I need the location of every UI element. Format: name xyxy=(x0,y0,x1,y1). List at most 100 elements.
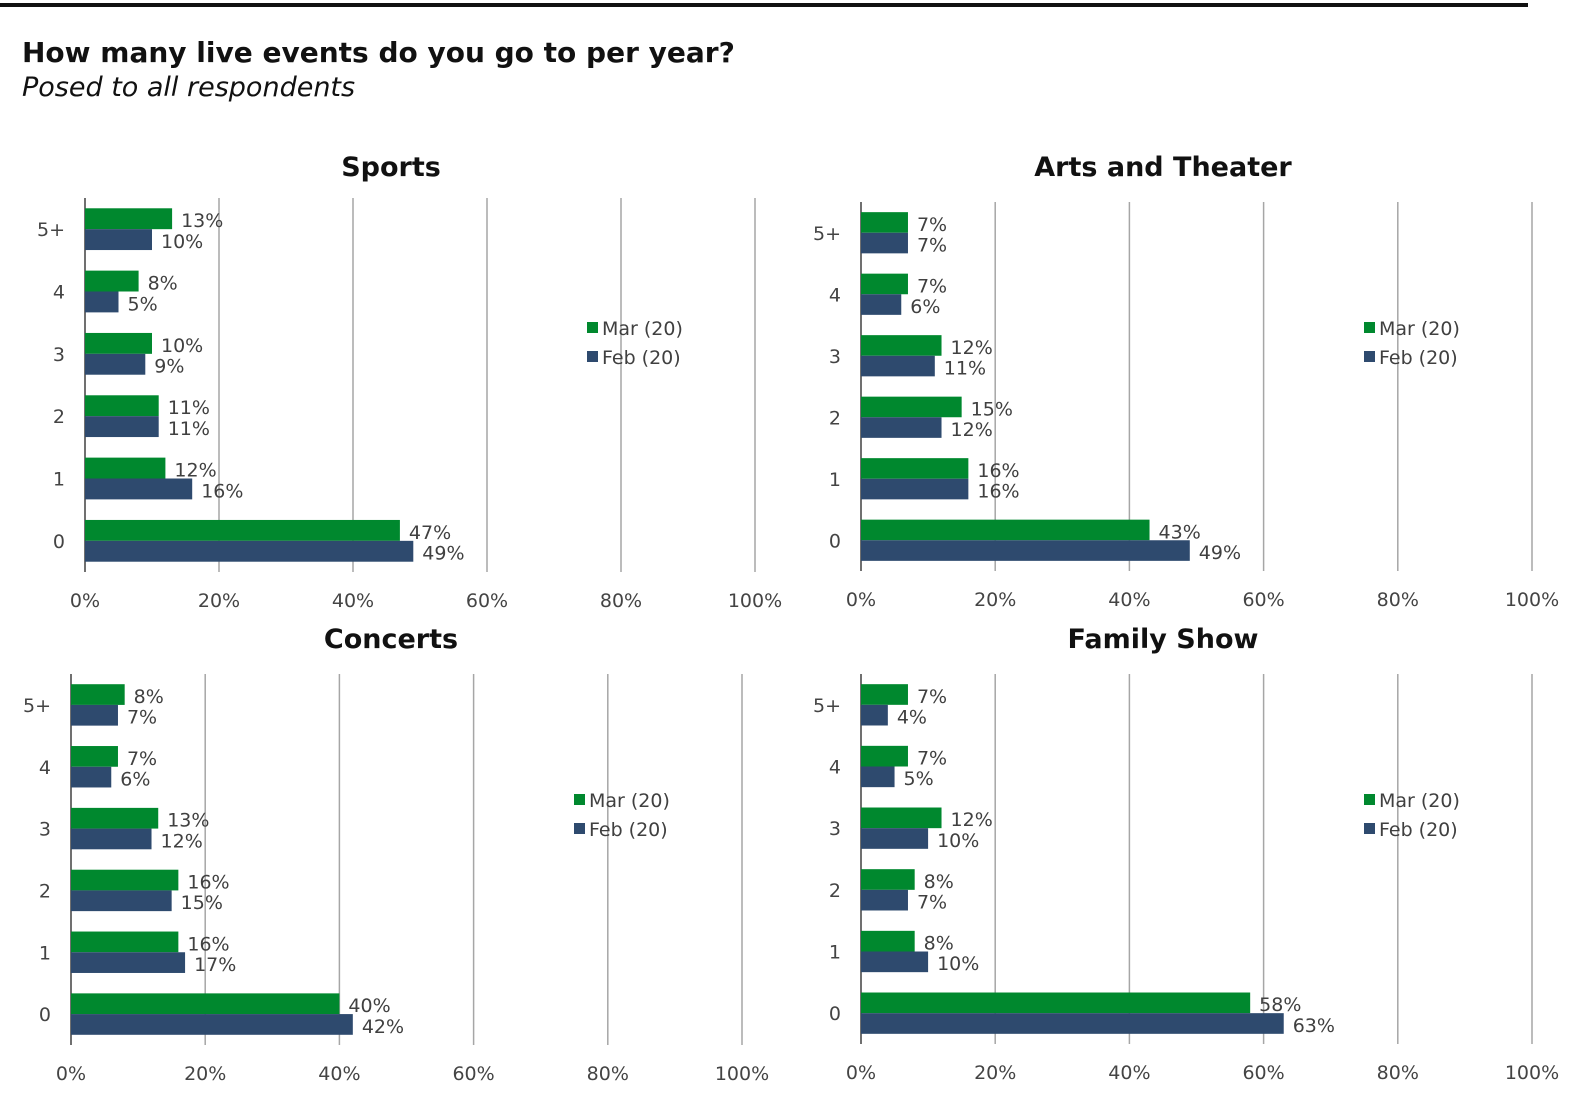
legend-swatch xyxy=(574,823,585,834)
x-tick-label: 100% xyxy=(728,590,782,612)
data-label: 15% xyxy=(181,892,223,914)
x-tick-label: 60% xyxy=(452,1063,494,1085)
x-tick-label: 100% xyxy=(1505,589,1559,611)
data-label: 13% xyxy=(167,810,209,832)
bar-mar-20-5 xyxy=(71,684,125,705)
data-label: 13% xyxy=(181,210,223,232)
data-label: 12% xyxy=(174,460,216,482)
bar-mar-20-0 xyxy=(861,519,1150,541)
x-tick-label: 40% xyxy=(1108,589,1150,611)
data-label: 42% xyxy=(362,1016,404,1038)
data-label: 11% xyxy=(168,397,210,419)
bar-feb-20-2 xyxy=(861,889,908,911)
bar-feb-20-0 xyxy=(85,540,414,562)
data-label: 10% xyxy=(937,830,979,852)
chart-panel-concerts: Concerts 0% 20% 40% 60% 80% 100% 5+ 8% 7% 4 7% 6% 3 13… xyxy=(0,612,791,1085)
legend-label: Feb (20) xyxy=(1379,347,1458,369)
data-label: 7% xyxy=(917,748,947,770)
x-tick-label: 20% xyxy=(198,590,240,612)
bar-mar-20-2 xyxy=(861,869,915,890)
chart-title: Family Show xyxy=(1068,624,1259,655)
bar-feb-20-4 xyxy=(861,294,902,315)
bar-mar-20-1 xyxy=(861,458,969,479)
bar-mar-20-4 xyxy=(85,270,139,292)
x-tick-label: 20% xyxy=(974,1062,1016,1084)
x-tick-label: 40% xyxy=(332,590,374,612)
x-tick-label: 80% xyxy=(587,1063,629,1085)
legend-label: Mar (20) xyxy=(1379,790,1460,812)
bar-mar-20-0 xyxy=(71,993,340,1015)
bar-feb-20-5 xyxy=(861,704,888,726)
bar-feb-20-2 xyxy=(71,890,172,912)
data-label: 58% xyxy=(1259,994,1301,1016)
data-label: 63% xyxy=(1293,1015,1335,1037)
data-label: 7% xyxy=(127,748,157,770)
data-label: 47% xyxy=(409,522,451,544)
category-label: 3 xyxy=(829,818,841,840)
data-label: 40% xyxy=(348,995,390,1017)
data-label: 12% xyxy=(951,419,993,441)
chart-panel-family-show: Family Show 0% 20% 40% 60% 80% 100% 5+ 7% 4% 4 7% 5%… xyxy=(777,612,1568,1084)
bar-feb-20-3 xyxy=(85,353,146,375)
category-label: 0 xyxy=(39,1004,51,1026)
data-label: 7% xyxy=(917,686,947,708)
data-label: 16% xyxy=(187,871,229,893)
bar-feb-20-3 xyxy=(861,355,935,377)
data-label: 11% xyxy=(944,357,986,379)
data-label: 43% xyxy=(1159,521,1201,543)
bar-feb-20-5 xyxy=(861,232,908,254)
chart-title: Sports xyxy=(341,152,441,183)
x-tick-label: 60% xyxy=(1242,589,1284,611)
category-label: 1 xyxy=(53,469,65,491)
data-label: 10% xyxy=(161,335,203,357)
bar-feb-20-1 xyxy=(71,952,186,973)
bar-mar-20-5 xyxy=(861,212,908,233)
data-label: 15% xyxy=(971,398,1013,420)
bar-mar-20-1 xyxy=(861,930,915,952)
data-label: 8% xyxy=(134,686,164,708)
data-label: 10% xyxy=(937,953,979,975)
data-label: 12% xyxy=(951,337,993,359)
bar-mar-20-3 xyxy=(71,807,159,829)
data-label: 16% xyxy=(977,460,1019,482)
category-label: 3 xyxy=(53,344,65,366)
x-tick-label: 0% xyxy=(846,589,876,611)
category-label: 2 xyxy=(829,880,841,902)
chart-title: Concerts xyxy=(324,624,458,655)
bar-mar-20-5 xyxy=(85,208,173,230)
category-label: 2 xyxy=(829,407,841,429)
legend-label: Mar (20) xyxy=(602,318,683,340)
data-label: 7% xyxy=(917,234,947,256)
bar-feb-20-4 xyxy=(861,766,895,788)
x-tick-label: 0% xyxy=(846,1062,876,1084)
legend-label: Feb (20) xyxy=(602,347,681,369)
legend-swatch xyxy=(587,351,598,362)
category-label: 1 xyxy=(829,942,841,964)
data-label: 8% xyxy=(924,933,954,955)
legend-label: Feb (20) xyxy=(1379,819,1458,841)
legend-label: Mar (20) xyxy=(589,790,670,812)
x-tick-label: 100% xyxy=(1505,1062,1559,1084)
category-label: 0 xyxy=(829,530,841,552)
category-label: 4 xyxy=(829,757,841,779)
x-tick-label: 20% xyxy=(974,589,1016,611)
legend-swatch xyxy=(587,322,598,333)
category-label: 3 xyxy=(39,819,51,841)
data-label: 5% xyxy=(904,768,934,790)
data-label: 5% xyxy=(128,293,158,315)
x-tick-label: 60% xyxy=(1242,1062,1284,1084)
x-tick-label: 20% xyxy=(184,1063,226,1085)
top-rule xyxy=(0,3,1528,7)
bar-mar-20-4 xyxy=(861,745,908,767)
category-label: 4 xyxy=(829,284,841,306)
category-label: 5+ xyxy=(23,695,51,717)
bar-feb-20-5 xyxy=(71,704,118,726)
bar-feb-20-0 xyxy=(861,1013,1284,1034)
data-label: 16% xyxy=(201,480,243,502)
category-label: 2 xyxy=(39,880,51,902)
category-label: 0 xyxy=(53,531,65,553)
bar-feb-20-1 xyxy=(85,478,193,500)
